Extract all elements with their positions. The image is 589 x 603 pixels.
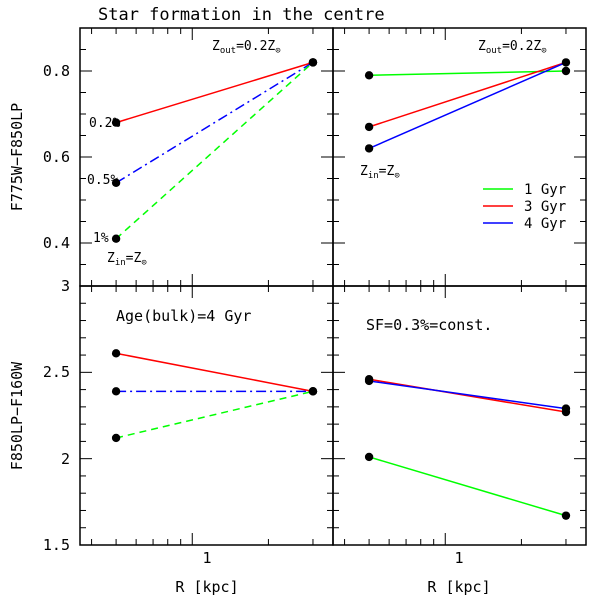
- sf-label-0.2: 0.2%: [89, 116, 120, 131]
- y-tick-label: 0.6: [43, 148, 70, 166]
- legend-label: 1 Gyr: [524, 182, 566, 198]
- sf-label-1: 1%: [93, 231, 109, 246]
- data-point: [364, 452, 374, 462]
- sf-const-annotation: SF=0.3%=const.: [366, 316, 492, 334]
- zout-annotation-right: Zout=0.2Z⊙: [478, 39, 547, 56]
- data-point: [111, 349, 121, 358]
- zin-annotation-right: Zin=Z⊙: [360, 164, 400, 181]
- data-point: [111, 178, 121, 187]
- series-line: [115, 390, 314, 439]
- y-axis-label-top: F775W−F850LP: [8, 103, 26, 211]
- data-point: [308, 58, 318, 67]
- series-line: [115, 61, 314, 184]
- y-tick-label: 0.4: [43, 234, 70, 252]
- data-point: [561, 404, 571, 413]
- series-line: [368, 378, 567, 413]
- x-tick-label-left: 1: [202, 549, 211, 567]
- data-point: [561, 66, 571, 76]
- data-point: [111, 433, 121, 443]
- y-tick-label: 1.5: [43, 536, 70, 554]
- data-point: [111, 234, 121, 243]
- data-point: [111, 118, 121, 127]
- chart-marks: [80, 27, 586, 546]
- data-point: [561, 511, 571, 520]
- x-tick-label-right: 1: [454, 549, 463, 567]
- panel-frame: [332, 285, 587, 546]
- series-line: [115, 61, 314, 240]
- data-point: [364, 71, 374, 80]
- legend: 1 Gyr 3 Gyr 4 Gyr: [483, 182, 566, 232]
- data-point: [364, 144, 374, 153]
- chart-title: Star formation in the centre: [98, 5, 385, 25]
- data-point: [561, 58, 571, 67]
- zin-annotation-left: Zin=Z⊙: [107, 251, 147, 268]
- series-line: [369, 70, 566, 77]
- y-tick-label: 2: [61, 450, 70, 468]
- sf-label-0.5: 0.5%: [87, 173, 118, 188]
- panel-bottom-right: [332, 285, 587, 546]
- series-line: [368, 456, 567, 517]
- data-point: [308, 387, 318, 396]
- y-tick-label: 0.8: [43, 62, 70, 80]
- y-tick-label: 2.5: [43, 363, 70, 381]
- data-point: [364, 122, 374, 132]
- series-line: [368, 61, 567, 150]
- panel-frame: [332, 27, 587, 287]
- legend-label: 4 Gyr: [524, 216, 566, 232]
- series-line: [368, 380, 567, 410]
- y-tick-label: 3: [61, 277, 70, 295]
- data-point: [111, 387, 121, 396]
- age-bulk-annotation: Age(bulk)=4 Gyr: [116, 307, 251, 325]
- series-line: [368, 61, 567, 128]
- x-axis-label-left: R [kpc]: [175, 578, 238, 596]
- series-line: [115, 352, 314, 393]
- y-axis-label-bottom: F850LP−F160W: [8, 361, 26, 470]
- x-axis-label-right: R [kpc]: [427, 578, 490, 596]
- series-line: [115, 61, 314, 124]
- panel-top-right: [332, 27, 587, 287]
- zout-annotation-left: Zout=0.2Z⊙: [212, 39, 281, 56]
- legend-label: 3 Gyr: [524, 199, 566, 215]
- data-point: [364, 376, 374, 386]
